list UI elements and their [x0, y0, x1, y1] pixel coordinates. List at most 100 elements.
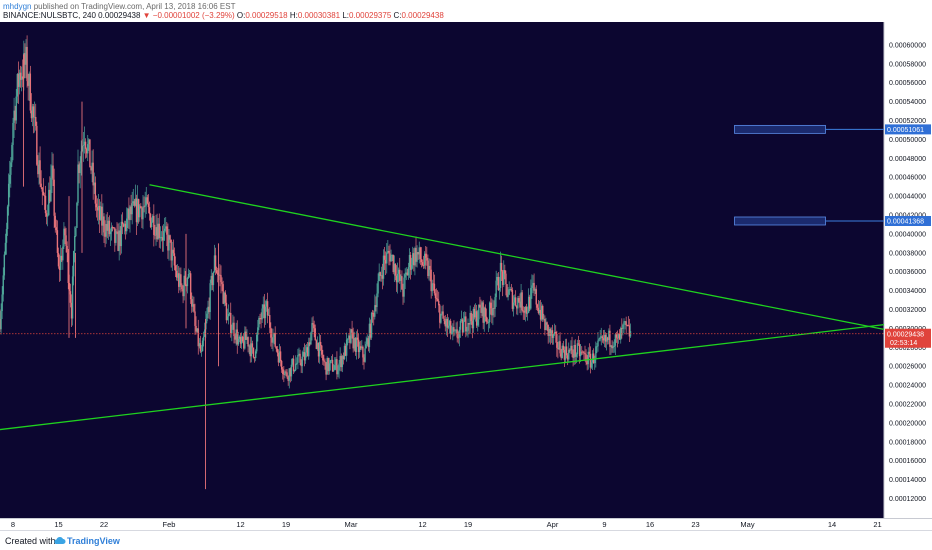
candle-body	[25, 46, 27, 65]
candle-body	[24, 53, 26, 65]
candle-body	[121, 221, 124, 225]
time-tick-label: May	[740, 520, 754, 529]
candle-body	[298, 353, 300, 355]
level-zone-box[interactable]	[734, 124, 826, 134]
candle-body	[129, 206, 131, 220]
candle-body	[107, 220, 110, 231]
candle-body	[201, 340, 204, 352]
candle-body	[167, 234, 169, 251]
candle-body	[154, 234, 156, 236]
candle-body	[418, 247, 420, 255]
candle-body	[612, 346, 614, 349]
candle-body	[604, 335, 607, 342]
candle-body	[430, 269, 432, 292]
candle-body	[322, 354, 324, 361]
candle-body	[332, 369, 335, 372]
candle-body	[397, 269, 400, 274]
candle-body	[401, 276, 403, 290]
candle-body	[114, 227, 116, 243]
candle-body	[373, 312, 375, 317]
trendline-upper[interactable]	[149, 184, 885, 331]
candle-body	[345, 339, 348, 356]
published-text: published on TradingView.com, April 13, …	[33, 2, 236, 11]
trendline-lower[interactable]	[0, 324, 885, 431]
candle-body	[42, 191, 45, 196]
candle-body	[538, 309, 541, 314]
candle-body	[3, 254, 6, 276]
price-tick-label: 0.00060000	[889, 42, 926, 49]
candle-body	[61, 255, 63, 261]
candle-body	[546, 322, 548, 325]
candle-body	[202, 336, 205, 341]
candle-body	[473, 308, 476, 318]
candle-body	[490, 302, 492, 309]
last-price: 0.00029438	[98, 11, 141, 20]
candle-body	[78, 164, 80, 174]
candle-body	[191, 299, 193, 307]
candle-body	[497, 276, 500, 291]
candle-body	[432, 283, 435, 285]
candle-body	[103, 216, 105, 233]
candle-body	[6, 206, 9, 230]
candle-body	[277, 352, 280, 363]
candle-body	[283, 374, 285, 375]
candle-body	[84, 141, 87, 149]
candle-body	[230, 312, 232, 334]
candle-body	[276, 348, 279, 353]
candle-body	[533, 282, 535, 291]
chart-pane[interactable]	[0, 22, 884, 518]
candle-body	[228, 312, 231, 314]
candle-body	[597, 340, 599, 347]
candle-body	[210, 275, 212, 284]
candle-body	[483, 307, 485, 323]
horizontal-levels[interactable]: 0.00051061 0.00041368	[734, 124, 932, 226]
candle-body	[233, 322, 235, 337]
trendlines[interactable]	[0, 184, 885, 431]
candle-body	[553, 331, 556, 335]
candle-body	[382, 255, 385, 279]
candle-body	[584, 352, 586, 355]
level-zone-box[interactable]	[734, 216, 826, 226]
candle-body	[415, 248, 417, 262]
candle-body	[38, 160, 40, 175]
candle-body	[601, 336, 604, 339]
candle-body	[57, 252, 60, 267]
candle-body	[327, 357, 329, 372]
candle-body	[615, 334, 618, 338]
candle-body	[20, 76, 23, 80]
candle-body	[219, 274, 221, 276]
candle-body	[132, 201, 134, 204]
time-axis-labels: 8 15 22 Feb 12 19 Mar 12 19 Apr 9 16 23 May 14 21	[11, 520, 882, 529]
price-tick-label: 0.00056000	[889, 80, 926, 87]
time-tick-label: 15	[54, 520, 62, 529]
candle-body	[609, 330, 611, 347]
candle-body	[485, 316, 488, 322]
candle-body	[261, 308, 263, 320]
candle-body	[478, 304, 480, 320]
tradingview-brand[interactable]: TradingView	[67, 536, 120, 546]
candle-body	[160, 237, 163, 238]
candle-body	[124, 223, 127, 232]
price-axis[interactable]	[884, 22, 932, 518]
candle-body	[535, 289, 537, 305]
candle-body	[563, 350, 566, 360]
candle-body	[600, 336, 602, 338]
candle-body	[39, 160, 41, 184]
candle-body	[246, 337, 248, 340]
author-link[interactable]: mhdygn	[3, 2, 32, 11]
candle-body	[36, 125, 38, 165]
candle-body	[503, 269, 505, 285]
candle-body	[149, 213, 152, 228]
time-tick-label: 9	[602, 520, 606, 529]
candle-body	[348, 335, 350, 339]
candle-body	[235, 329, 237, 340]
candle-body	[289, 368, 292, 377]
candle-body	[278, 351, 281, 363]
candle-body	[436, 299, 439, 301]
candle-body	[236, 329, 238, 345]
price-chart[interactable]: 0.00012000 0.00014000 0.00016000 0.00018000…	[0, 22, 932, 530]
time-axis[interactable]	[0, 518, 932, 530]
candle-body	[523, 311, 526, 313]
price-tick-label: 0.00028000	[889, 345, 926, 352]
candle-body	[496, 276, 498, 281]
